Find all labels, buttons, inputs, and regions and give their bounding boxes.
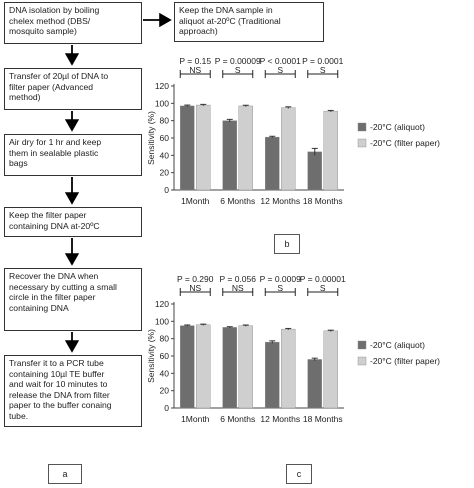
bar-filter-paper [323,110,338,191]
legend-swatch-aliquot [357,340,367,350]
y-tick-label: 60 [160,351,170,361]
p-value-label: P < 0.0001 [260,56,301,66]
x-tick-label: 1Month [181,196,210,206]
significance-label: S [320,283,326,293]
legend-label: -20°C (filter paper) [370,138,440,148]
y-tick-label: 40 [160,150,170,160]
panel-label-b: b [274,234,300,254]
p-value-label: P = 0.0001 [302,56,343,66]
legend-swatch-aliquot [357,122,367,132]
significance-label: S [277,283,283,293]
p-value-label: P = 0.00009 [215,56,261,66]
significance-label: NS [232,283,244,293]
panel-label-c: c [286,464,312,484]
bar-filter-paper [281,328,296,409]
y-tick-label: 120 [155,299,169,309]
legend-swatch-filter-paper [357,356,367,366]
flow-step-6: Transfer it to a PCR tube containing 10µ… [4,355,142,427]
p-value-label: P = 0.290 [177,274,214,284]
significance-label: NS [189,65,201,75]
bar-aliquot [265,341,280,409]
bar-aliquot [222,327,237,409]
y-tick-label: 20 [160,168,170,178]
y-tick-label: 120 [155,81,169,91]
flow-step-2: Transfer of 20µl of DNA to filter paper … [4,68,142,110]
flow-step-1: DNA isolation by boiling chelex method (… [4,2,142,44]
y-tick-label: 20 [160,386,170,396]
x-tick-label: 6 Months [220,196,255,206]
y-tick-label: 60 [160,133,170,143]
bar-aliquot [180,325,195,409]
p-value-label: P = 0.0009 [260,274,301,284]
legend-label: -20°C (aliquot) [370,340,425,350]
y-axis-label: Sensitivity (%) [146,329,156,383]
y-tick-label: 100 [155,98,169,108]
legend-label: -20°C (aliquot) [370,122,425,132]
chart-b: 0 20 40 60 80 100 120 Sensitivity (%) 1Month P = … [146,56,440,206]
y-tick-label: 80 [160,334,170,344]
y-tick-label: 0 [164,403,169,413]
x-tick-label: 18 Months [303,414,343,424]
x-tick-label: 1Month [181,414,210,424]
chart-c: 0 20 40 60 80 100 120 Sensitivity (%) 1Month P = … [146,274,440,424]
x-tick-label: 18 Months [303,196,343,206]
x-tick-label: 6 Months [220,414,255,424]
y-tick-label: 0 [164,185,169,195]
bar-filter-paper [238,105,253,191]
significance-label: NS [189,283,201,293]
legend-swatch-filter-paper [357,138,367,148]
x-tick-label: 12 Months [260,414,300,424]
x-tick-label: 12 Months [260,196,300,206]
p-value-label: P = 0.056 [220,274,257,284]
y-tick-label: 100 [155,316,169,326]
y-tick-label: 80 [160,116,170,126]
flow-step-5: Recover the DNA when necessary by cuttin… [4,268,142,331]
significance-label: S [235,65,241,75]
bar-aliquot [265,136,280,191]
bar-filter-paper [281,107,296,191]
bar-aliquot [180,105,195,191]
p-value-label: P = 0.15 [179,56,211,66]
bar-filter-paper [238,325,253,409]
bar-filter-paper [196,324,211,409]
bar-aliquot [307,359,322,409]
flow-step-3: Air dry for 1 hr and keep them in sealab… [4,134,142,176]
bar-filter-paper [323,330,338,409]
panel-label-a: a [48,464,82,484]
legend-label: -20°C (filter paper) [370,356,440,366]
flow-side-step: Keep the DNA sample in aliquot at-20ºC (… [174,2,324,42]
significance-label: S [277,65,283,75]
significance-label: S [320,65,326,75]
bar-filter-paper [196,104,211,191]
p-value-label: P = 0.00001 [300,274,346,284]
flow-step-4: Keep the filter paper containing DNA at-… [4,207,142,237]
bar-aliquot [222,120,237,191]
y-axis-label: Sensitivity (%) [146,111,156,165]
bar-aliquot [307,151,322,191]
y-tick-label: 40 [160,368,170,378]
